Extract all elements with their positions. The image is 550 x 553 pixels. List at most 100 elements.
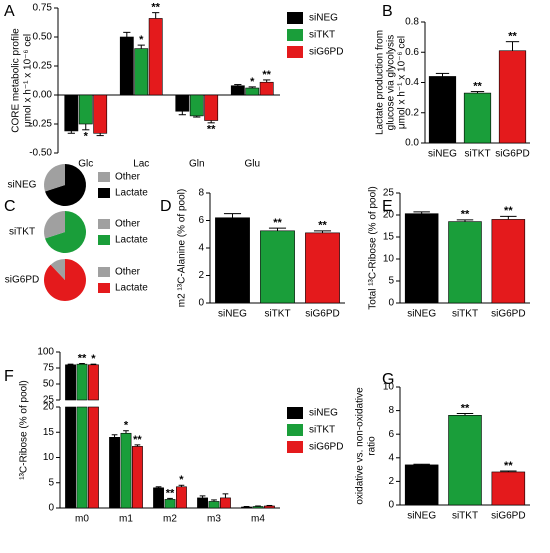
x-tick-label: Gln xyxy=(189,159,205,170)
y-axis-label: m2 ¹³C-Alanine (% of pool) xyxy=(177,189,188,307)
x-tick-label: m4 xyxy=(251,514,265,525)
y-tick-label: 25 xyxy=(383,188,395,199)
y-tick-label: 15 xyxy=(43,427,55,438)
bar xyxy=(230,85,245,96)
y-tick-label: 20 xyxy=(43,402,55,413)
significance: ** xyxy=(166,487,175,499)
y-axis-label: Total ¹³C-Ribose (% of pool) xyxy=(368,186,379,309)
significance: ** xyxy=(151,2,160,14)
x-tick-label: Glc xyxy=(78,159,93,170)
pie-slice xyxy=(43,259,86,301)
y-tick-label: 2 xyxy=(388,476,394,487)
pie-name: siG6PD xyxy=(5,275,39,286)
bar xyxy=(252,506,264,509)
y-tick-label: 4 xyxy=(198,243,204,254)
y-axis-label: oxidative vs. non-oxidative xyxy=(355,387,366,505)
bar-upper xyxy=(65,364,76,401)
x-tick-label: siG6PD xyxy=(495,149,529,160)
y-tick-label: 0.2 xyxy=(405,107,419,118)
legend-label: Lactate xyxy=(115,188,148,199)
x-tick-label: siNEG xyxy=(407,511,436,522)
legend-label: Other xyxy=(115,219,141,230)
y-tick-label: 0 xyxy=(388,298,394,309)
y-tick-label: 0 xyxy=(198,298,204,309)
bar xyxy=(64,94,79,132)
significance: ** xyxy=(262,69,271,81)
bar xyxy=(448,415,482,506)
significance: ** xyxy=(508,31,517,43)
legend-swatch xyxy=(287,441,303,453)
bar xyxy=(204,94,219,121)
panel-label: A xyxy=(4,3,15,20)
legend-label: siG6PD xyxy=(309,442,343,453)
significance: * xyxy=(91,353,96,365)
y-tick-label: 6 xyxy=(198,215,204,226)
y-axis-label: CORE metabolic profile xyxy=(11,28,22,133)
y-tick-label: 10 xyxy=(383,382,395,393)
bar xyxy=(76,406,88,509)
x-tick-label: m0 xyxy=(75,514,89,525)
y-tick-label: -0.50 xyxy=(29,148,52,159)
legend-swatch xyxy=(287,424,303,436)
y-tick-label: 10 xyxy=(43,452,55,463)
x-tick-label: siG6PD xyxy=(491,511,525,522)
y-tick-label: 15 xyxy=(383,232,395,243)
significance: * xyxy=(250,76,255,88)
y-tick-label: 50 xyxy=(43,379,55,390)
legend-swatch xyxy=(287,12,303,24)
y-tick-label: 5 xyxy=(388,276,394,287)
bar xyxy=(132,446,143,509)
bar xyxy=(463,92,492,144)
y-tick-label: 0.50 xyxy=(33,32,53,43)
bar xyxy=(65,406,76,509)
bar xyxy=(175,94,190,112)
bar xyxy=(428,76,457,144)
y-tick-label: 0 xyxy=(388,500,394,511)
bar xyxy=(93,94,108,134)
legend-label: Other xyxy=(115,172,141,183)
legend-swatch xyxy=(287,407,303,419)
bar xyxy=(260,230,295,304)
bar xyxy=(404,213,439,304)
legend-swatch xyxy=(98,267,110,277)
y-tick-label: 25 xyxy=(43,395,55,406)
bar xyxy=(189,94,204,117)
bar xyxy=(264,505,275,509)
panel-label: B xyxy=(382,3,393,20)
y-tick-label: 8 xyxy=(388,405,394,416)
significance: ** xyxy=(78,352,87,364)
bar xyxy=(491,219,526,304)
legend-label: siNEG xyxy=(309,13,338,24)
significance: * xyxy=(139,34,144,46)
y-tick-label: 8 xyxy=(198,188,204,199)
legend-label: Lactate xyxy=(115,283,148,294)
legend-label: Other xyxy=(115,267,141,278)
y-tick-label: 0.6 xyxy=(405,47,419,58)
bar xyxy=(491,471,526,506)
x-tick-label: siTKT xyxy=(264,309,290,320)
significance: ** xyxy=(461,402,470,414)
legend-swatch xyxy=(98,235,110,245)
pie-name: siNEG xyxy=(8,180,37,191)
bar xyxy=(120,432,132,509)
y-tick-label: 0.75 xyxy=(33,3,53,14)
bar xyxy=(305,232,340,304)
y-axis-label: ratio xyxy=(367,436,378,456)
significance: ** xyxy=(273,217,282,229)
legend-label: Lactate xyxy=(115,235,148,246)
x-tick-label: m2 xyxy=(163,514,177,525)
legend-swatch xyxy=(287,46,303,58)
y-tick-label: 0.00 xyxy=(33,90,53,101)
panel-label: C xyxy=(4,198,16,215)
panel-label: G xyxy=(382,371,394,388)
legend-label: siG6PD xyxy=(309,47,343,58)
y-axis-label: μmol x h⁻¹ x 10⁻⁶ cel xyxy=(23,34,34,127)
panel-label: F xyxy=(4,368,14,385)
significance: ** xyxy=(133,434,142,446)
y-tick-label: 0 xyxy=(48,503,54,514)
x-tick-label: siNEG xyxy=(407,309,436,320)
significance: * xyxy=(84,131,89,143)
bar xyxy=(134,48,149,96)
bar xyxy=(404,464,439,506)
